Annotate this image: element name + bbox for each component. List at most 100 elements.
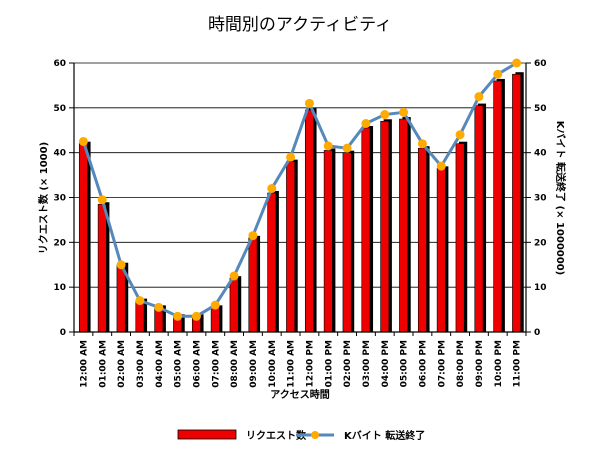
line-point xyxy=(191,311,201,321)
x-tick-label: 11:00 AM xyxy=(287,340,297,388)
bar xyxy=(286,161,296,333)
line-point xyxy=(97,195,107,205)
x-tick-labels: 12:00 AM 01:00 AM 02:00 AM 03:00 AM 04:00 AM… xyxy=(79,340,522,388)
grid-lines xyxy=(69,62,531,333)
bar xyxy=(361,127,371,333)
bar xyxy=(323,150,333,333)
y2-tick-label: 30 xyxy=(534,194,547,204)
x-tick-label: 12:00 AM xyxy=(79,340,89,388)
line-point xyxy=(512,58,522,68)
line-point xyxy=(248,231,258,241)
y-axis-label: リクエスト数 (× 1000) xyxy=(37,142,50,254)
line-point xyxy=(154,302,164,312)
bar xyxy=(399,118,409,333)
legend-swatch-requests xyxy=(177,429,237,440)
legend-label-requests: リクエスト数 xyxy=(246,429,307,442)
x-tick-label: 02:00 AM xyxy=(117,340,127,388)
bar xyxy=(380,120,390,333)
x-tick-label: 12:00 PM xyxy=(305,340,315,387)
y2-tick-label: 10 xyxy=(534,283,547,293)
x-tick-label: 11:00 PM xyxy=(513,340,523,387)
right-y-tick-labels: 0 10 20 30 40 50 60 xyxy=(534,59,547,338)
bar xyxy=(455,143,465,333)
bar xyxy=(229,277,239,333)
line-point xyxy=(116,260,126,270)
x-tick-label: 10:00 AM xyxy=(268,340,278,388)
line-point xyxy=(474,92,484,102)
bar xyxy=(78,143,88,333)
kbytes-line xyxy=(81,61,518,318)
bar xyxy=(248,237,258,333)
bar-series-requests xyxy=(78,72,524,333)
y2-tick-label: 40 xyxy=(534,149,547,159)
bar xyxy=(493,80,503,333)
x-tick-label: 08:00 PM xyxy=(456,340,466,387)
y2-axis-label: Kバイト 転送終了 (× 1000000) xyxy=(554,121,567,275)
axes xyxy=(73,63,527,336)
x-tick-label: 09:00 PM xyxy=(475,340,485,387)
x-tick-label: 04:00 PM xyxy=(381,340,391,387)
chart-title: 時間別のアクティビティ xyxy=(208,15,392,35)
x-tick-label: 05:00 PM xyxy=(400,340,410,387)
x-tick-label: 05:00 AM xyxy=(174,340,184,388)
line-point xyxy=(455,130,465,140)
bar xyxy=(267,192,277,333)
line-point xyxy=(286,152,296,162)
line-point xyxy=(323,141,333,151)
bar xyxy=(436,168,446,333)
bar xyxy=(210,307,220,333)
line-point xyxy=(173,311,183,321)
x-tick-label: 03:00 PM xyxy=(362,340,372,387)
x-tick-label: 04:00 AM xyxy=(155,340,165,388)
line-point xyxy=(436,161,446,171)
x-tick-label: 01:00 PM xyxy=(324,340,334,387)
y2-tick-label: 20 xyxy=(534,238,547,248)
line-point xyxy=(399,107,409,117)
bar xyxy=(97,203,107,333)
legend-swatch-marker xyxy=(311,431,319,439)
line-point xyxy=(380,110,390,120)
y-tick-label: 50 xyxy=(53,104,66,114)
line-point xyxy=(417,139,427,149)
y2-tick-label: 50 xyxy=(534,104,547,114)
bar xyxy=(417,147,427,333)
bar xyxy=(135,300,145,333)
line-point xyxy=(342,143,352,153)
y-tick-label: 0 xyxy=(60,328,66,338)
line-point xyxy=(493,69,503,79)
line-point xyxy=(267,184,277,194)
line-point xyxy=(78,136,88,146)
y-tick-label: 30 xyxy=(53,194,66,204)
x-tick-label: 06:00 PM xyxy=(418,340,428,387)
x-tick-label: 01:00 AM xyxy=(98,340,108,388)
x-tick-label: 03:00 AM xyxy=(136,340,146,388)
x-tick-label: 02:00 PM xyxy=(343,340,353,387)
x-tick-label: 08:00 AM xyxy=(230,340,240,388)
legend: リクエスト数 Kバイト 転送終了 xyxy=(177,429,425,442)
bar xyxy=(304,109,314,333)
line-point xyxy=(229,271,239,281)
x-axis-label: アクセス時間 xyxy=(270,388,330,401)
x-tick-label: 07:00 PM xyxy=(437,340,447,387)
x-tick-label: 09:00 AM xyxy=(249,340,259,388)
y2-tick-label: 0 xyxy=(534,328,540,338)
line-point xyxy=(210,300,220,310)
bar xyxy=(512,73,522,333)
left-y-tick-labels: 0 10 20 30 40 50 60 xyxy=(53,59,66,338)
bar xyxy=(342,152,352,333)
y2-tick-label: 60 xyxy=(534,59,547,69)
y-tick-label: 60 xyxy=(53,59,66,69)
line-point xyxy=(361,119,371,129)
y-tick-label: 20 xyxy=(53,238,66,248)
bar xyxy=(474,105,484,333)
bar xyxy=(116,264,126,333)
x-tick-label: 07:00 AM xyxy=(211,340,221,388)
line-point xyxy=(304,98,314,108)
y-tick-label: 10 xyxy=(53,283,66,293)
x-tick-label: 06:00 AM xyxy=(192,340,202,388)
line-point xyxy=(135,296,145,306)
y-tick-label: 40 xyxy=(53,149,66,159)
x-tick-label: 10:00 PM xyxy=(494,340,504,387)
legend-label-kbytes: Kバイト 転送終了 xyxy=(344,429,425,442)
